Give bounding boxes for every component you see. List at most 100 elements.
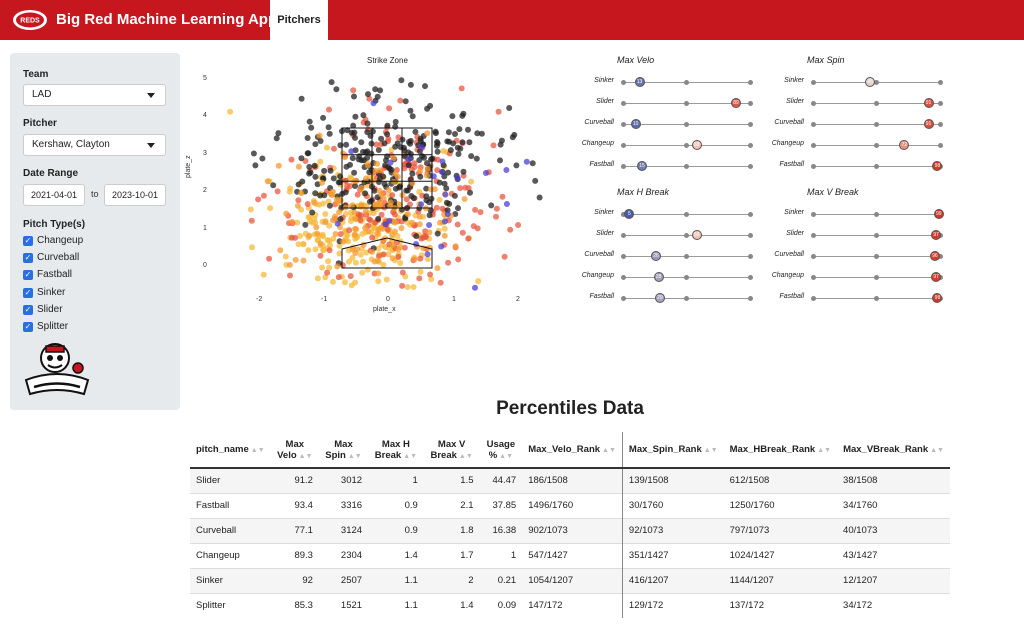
table-cell: 1521 [318,592,369,618]
top-navbar: REDS Big Red Machine Learning App Pitche… [0,0,1024,40]
col-header[interactable]: Max V Break ▲▼ [423,432,480,469]
table-cell: 3124 [318,517,369,543]
pitch-dot [374,257,381,264]
table-cell: 34/172 [837,592,950,618]
pitch-dot [359,231,366,237]
col-header[interactable]: Max_VBreak_Rank ▲▼ [837,432,950,469]
pitch-dot [267,205,274,212]
pitch-dot [351,209,358,216]
pitch-dot [348,148,355,155]
pitch-dot [405,156,412,163]
date-end-input[interactable]: 2023-10-01 [104,184,166,206]
tab-pitchers[interactable]: Pitchers [270,0,328,40]
pitch-dot [460,168,467,175]
pitch-dot [312,246,319,253]
pitch-dot [364,129,371,136]
pitch-dot [421,154,428,161]
pitch-dot [412,128,419,135]
pitch-dot [324,144,330,151]
pitch-dot [317,138,324,144]
pitch-dot [375,278,382,285]
pitch-dot [394,233,401,239]
pitch-dot [375,147,382,153]
col-header[interactable]: Max_Velo_Rank ▲▼ [522,432,623,469]
pitch-type-label: Changeup [37,235,84,246]
pitch-dot [426,222,433,228]
chevron-down-icon [147,93,155,98]
col-header[interactable]: Max Velo ▲▼ [270,432,319,469]
date-range-label: Date Range [23,168,79,179]
pitch-dot [250,150,257,157]
team-value: LAD [32,89,52,100]
percentile-tick-dot [810,253,816,259]
pitch-dot [283,210,290,217]
col-header[interactable]: Max H Break ▲▼ [368,432,424,469]
pitch-dot [397,97,404,104]
percentile-pitch-label: Changeup [581,272,614,279]
percentile-tick-dot [620,295,626,301]
col-header[interactable]: Max_HBreak_Rank ▲▼ [723,432,838,469]
pitch-dot [409,219,416,226]
pitch-dot [455,151,462,157]
pitch-dot [273,135,280,142]
pitch-dot [467,189,473,196]
pitch-dot [377,87,384,94]
pitch-dot [441,180,448,187]
percentile-tick-dot [937,142,943,148]
table-cell: 2304 [318,542,369,568]
date-start-input[interactable]: 2021-04-01 [23,184,85,206]
percentile-pitch-label: Sinker [594,77,614,84]
table-cell: 1.1 [368,567,424,593]
pitch-dot [249,244,255,251]
table-cell: Fastball [190,492,271,518]
pitch-dot [417,167,424,174]
percentile-pitch-label: Sinker [784,77,804,84]
pitch-dot [337,216,344,222]
pitch-dot [424,165,431,172]
pitch-dot [454,221,461,228]
table-cell: 38/1508 [837,467,950,493]
pitch-dot [305,150,312,157]
table-cell: 129/172 [621,592,724,618]
pitch-dot [295,241,302,248]
pitch-dot [391,178,398,185]
percentile-pitch-label: Slider [786,98,804,105]
pitch-dot [360,112,367,119]
app-title: Big Red Machine Learning App [56,11,278,28]
pitch-dot [379,225,386,232]
percentile-tick-dot [620,100,626,106]
percentile-pitch-label: Curveball [584,119,614,126]
pitch-dot [488,202,495,209]
col-header[interactable]: Max Spin ▲▼ [318,432,369,469]
pitch-dot [344,127,351,134]
percentile-tick-dot [937,79,943,85]
table-cell: 85.3 [270,592,319,618]
pitch-dot [365,228,372,235]
pitch-dot [401,165,408,172]
team-select[interactable]: LAD [23,84,166,106]
pitch-dot [336,250,343,257]
pitch-dot [457,145,464,152]
pitch-dot [298,190,305,196]
pitch-dot [468,178,475,185]
pitch-dot [351,93,357,100]
pitch-dot [376,187,383,194]
pitch-dot [358,139,365,146]
pitch-dot [416,221,423,228]
percentile-tick-dot [874,79,879,85]
col-header[interactable]: Usage % ▲▼ [479,432,523,469]
percentile-marker: 58 [691,140,702,150]
pitch-dot [374,160,381,167]
percentile-tick-dot [810,100,816,106]
percentile-tick-dot [620,274,626,280]
pitch-dot [506,105,513,111]
pitch-dot [416,275,423,282]
pitch-dot [382,221,389,228]
pitcher-select[interactable]: Kershaw, Clayton [23,134,166,156]
percentile-tick-dot [684,163,689,169]
col-header[interactable]: pitch_name ▲▼ [190,432,271,469]
pitch-dot [376,167,383,174]
pitch-dot [307,169,314,176]
pitch-dot [331,145,337,152]
col-header[interactable]: Max_Spin_Rank ▲▼ [621,432,724,469]
